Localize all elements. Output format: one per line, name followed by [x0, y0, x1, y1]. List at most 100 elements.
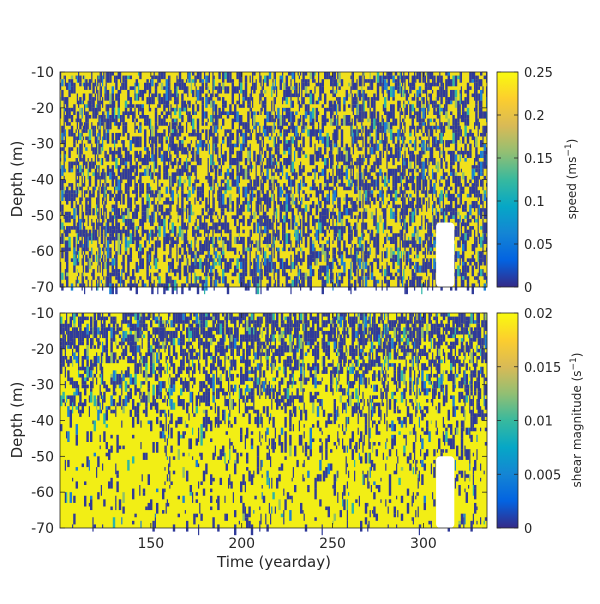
- heatmap-cell: [330, 144, 332, 151]
- heatmap-cell: [467, 115, 469, 119]
- heatmap-cell: [107, 190, 109, 194]
- heatmap-cell: [461, 273, 462, 284]
- heatmap-cell: [209, 251, 210, 258]
- heatmap-cell: [150, 129, 151, 140]
- heatmap-cell: [157, 133, 158, 137]
- heatmap-cell: [330, 158, 332, 169]
- heatmap-cell: [196, 406, 198, 413]
- heatmap-cell: [61, 140, 63, 144]
- heatmap-cell: [382, 76, 383, 83]
- heatmap-cell: [298, 147, 299, 158]
- heatmap-cell: [170, 388, 172, 395]
- heatmap-cell: [277, 230, 279, 241]
- heatmap-cell: [222, 140, 224, 144]
- heatmap-cell: [464, 273, 466, 280]
- heatmap-cell: [82, 133, 83, 137]
- heatmap-cell: [160, 410, 162, 417]
- heatmap-cell: [365, 262, 367, 269]
- heatmap-cell: [302, 276, 304, 287]
- heatmap-cell: [412, 262, 414, 266]
- heatmap-cell: [209, 172, 210, 183]
- heatmap-cell: [452, 215, 454, 219]
- heatmap-cell: [125, 273, 127, 280]
- heatmap-cell: [346, 205, 348, 209]
- heatmap-cell: [361, 244, 362, 255]
- heatmap-cell: [149, 97, 150, 104]
- heatmap-cell: [71, 183, 73, 194]
- heatmap-cell: [118, 122, 120, 129]
- heatmap-cell: [191, 248, 192, 259]
- heatmap-cell: [298, 266, 299, 273]
- heatmap-cell: [212, 356, 214, 363]
- heatmap-cell: [156, 385, 158, 396]
- heatmap-cell: [426, 158, 427, 169]
- heatmap-cell: [149, 197, 150, 208]
- heatmap-cell: [367, 266, 369, 277]
- heatmap-cell: [356, 248, 357, 252]
- heatmap-cell: [419, 86, 421, 93]
- heatmap-cell: [322, 226, 324, 233]
- heatmap-cell: [412, 97, 414, 101]
- heatmap-cell: [166, 140, 168, 144]
- heatmap-cell: [88, 137, 89, 144]
- heatmap-cell: [326, 119, 328, 123]
- heatmap-cell: [283, 83, 285, 90]
- heatmap-cell: [192, 72, 194, 76]
- heatmap-cell: [439, 180, 440, 187]
- heatmap-cell: [358, 248, 359, 255]
- heatmap-cell: [179, 83, 181, 90]
- heatmap-cell: [150, 421, 152, 432]
- heatmap-cell: [275, 180, 276, 184]
- heatmap-cell: [100, 176, 101, 187]
- heatmap-cell: [245, 94, 247, 101]
- heatmap-cell: [236, 258, 238, 269]
- heatmap-cell: [348, 83, 350, 87]
- heatmap-cell: [277, 183, 279, 187]
- heatmap-cell: [412, 86, 414, 90]
- heatmap-cell: [337, 97, 338, 104]
- heatmap-cell: [433, 226, 435, 230]
- heatmap-cell: [155, 205, 157, 212]
- heatmap-cell: [227, 223, 229, 234]
- heatmap-cell: [406, 240, 408, 247]
- heatmap-cell: [192, 360, 193, 367]
- heatmap-cell: [430, 244, 432, 248]
- heatmap-cell: [337, 165, 338, 169]
- heatmap-cell: [73, 514, 75, 525]
- heatmap-cell: [150, 273, 151, 284]
- heatmap-cell: [222, 367, 224, 374]
- heatmap-cell: [154, 205, 155, 209]
- heatmap-cell: [196, 499, 198, 503]
- heatmap-cell: [354, 140, 356, 144]
- heatmap-cell: [464, 126, 466, 137]
- heatmap-cell: [194, 129, 195, 136]
- heatmap-cell: [158, 327, 159, 338]
- heatmap-cell: [322, 266, 324, 273]
- heatmap-cell: [221, 248, 222, 255]
- heatmap-cell: [220, 324, 222, 335]
- heatmap-cell: [484, 194, 486, 201]
- heatmap-cell: [103, 431, 105, 442]
- heatmap-cell: [112, 266, 114, 270]
- heatmap-cell: [116, 324, 118, 328]
- heatmap-cell: [181, 115, 183, 122]
- heatmap-cell: [170, 108, 171, 119]
- heatmap-cell: [86, 360, 88, 367]
- heatmap-cell: [371, 230, 373, 241]
- heatmap-cell: [186, 367, 188, 374]
- heatmap-cell: [388, 72, 390, 76]
- heatmap-cell: [361, 126, 362, 130]
- heatmap-cell: [400, 219, 401, 223]
- heatmap-cell: [217, 406, 219, 417]
- heatmap-cell: [96, 104, 97, 108]
- heatmap-cell: [356, 129, 357, 136]
- heatmap-cell: [359, 187, 361, 191]
- heatmap-cell: [322, 115, 324, 122]
- heatmap-cell: [338, 151, 340, 162]
- heatmap-cell: [112, 140, 114, 144]
- heatmap-cell: [478, 190, 479, 201]
- heatmap-cell: [416, 230, 418, 241]
- heatmap-cell: [307, 129, 309, 136]
- heatmap-cell: [341, 226, 343, 237]
- heatmap-cell: [100, 335, 101, 339]
